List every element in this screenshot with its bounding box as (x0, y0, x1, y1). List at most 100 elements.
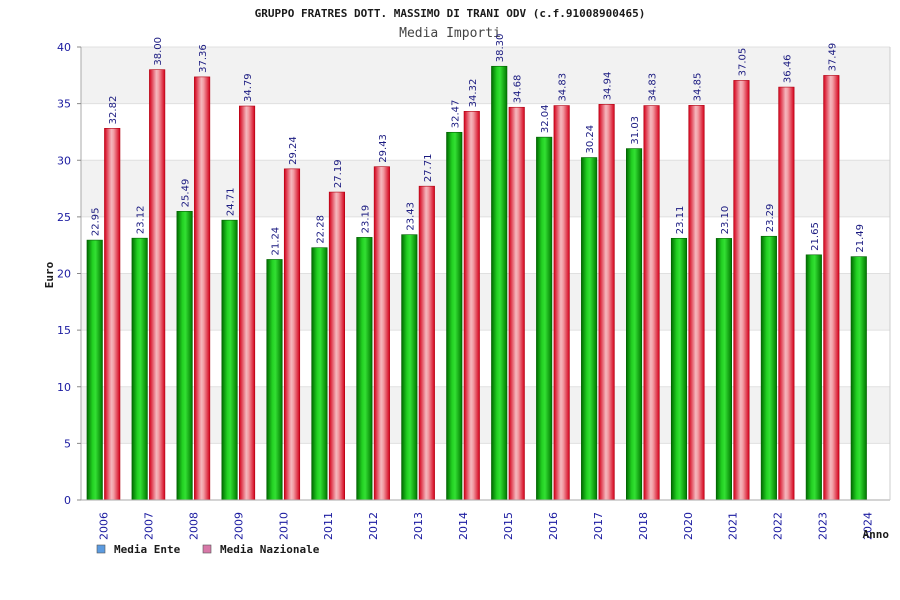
bar-media-ente (356, 237, 373, 501)
bar-media-nazionale (373, 166, 390, 501)
data-label-media-nazionale: 29.43 (378, 134, 389, 163)
y-tick-label: 20 (57, 268, 71, 281)
data-label-media-ente: 30.24 (585, 125, 596, 154)
y-tick-label: 15 (57, 324, 71, 337)
data-label-media-nazionale: 34.83 (558, 73, 569, 102)
data-label-media-ente: 23.29 (765, 204, 776, 233)
bar-media-nazionale (418, 185, 435, 501)
data-label-media-ente: 25.49 (181, 179, 192, 208)
plot-background (81, 47, 890, 500)
bar-media-ente (715, 238, 732, 501)
bar-media-nazionale (643, 105, 660, 501)
bar-media-ente (670, 237, 688, 501)
data-label-media-nazionale: 27.71 (423, 154, 434, 183)
data-label-media-ente: 38.30 (495, 34, 506, 63)
data-label-media-nazionale: 34.85 (693, 73, 704, 102)
y-tick-label: 40 (57, 41, 71, 54)
bar-media-ente (446, 131, 463, 501)
bar-media-nazionale (283, 168, 301, 501)
x-tick-label: 2015 (502, 512, 515, 540)
data-label-media-nazionale: 29.24 (288, 136, 299, 165)
plot-band (81, 386, 890, 444)
x-tick-label: 2006 (97, 512, 110, 540)
plot-band (81, 330, 890, 387)
chart-title: GRUPPO FRATRES DOTT. MASSIMO DI TRANI OD… (255, 7, 646, 20)
bar-media-ente (311, 247, 328, 501)
data-label-media-nazionale: 34.83 (648, 73, 659, 102)
x-tick-label: 2018 (637, 512, 650, 540)
data-label-media-ente: 32.47 (450, 100, 461, 129)
x-tick-label: 2013 (412, 512, 425, 540)
bar-media-ente (86, 239, 103, 501)
bar-media-ente (536, 136, 553, 501)
bar-media-nazionale (778, 86, 795, 501)
data-label-media-ente: 21.65 (810, 222, 821, 251)
y-tick-label: 10 (57, 381, 71, 394)
data-label-media-ente: 23.43 (405, 202, 416, 231)
x-tick-label: 2024 (862, 512, 875, 540)
plot-band (81, 47, 890, 104)
legend-swatch-media-ente (96, 544, 106, 554)
x-tick-label: 2016 (547, 512, 560, 540)
data-label-media-nazionale: 37.49 (827, 43, 838, 72)
bar-media-ente (221, 219, 238, 501)
bar-media-ente (401, 234, 418, 501)
bar-media-nazionale (328, 191, 345, 501)
x-tick-label: 2007 (142, 512, 155, 540)
data-labels: 22.95 32.82 23.12 38.00 25.49 37.36 24.71 34.79… (91, 34, 866, 256)
x-tick-label: 2014 (457, 512, 470, 540)
plot-band (81, 216, 890, 274)
data-label-media-ente: 21.49 (855, 224, 866, 253)
data-label-media-nazionale: 34.94 (603, 72, 614, 101)
y-axis-label: Euro (43, 261, 56, 288)
data-label-media-ente: 24.71 (226, 188, 237, 217)
x-axis-label: Anno (863, 528, 890, 541)
data-label-media-nazionale: 37.05 (737, 48, 748, 77)
data-label-media-ente: 22.95 (91, 207, 102, 236)
bar-media-ente (266, 259, 283, 501)
bar-media-nazionale (239, 105, 256, 501)
x-tick-label: 2010 (277, 512, 290, 540)
bar-media-nazionale (598, 104, 615, 501)
plot-band (81, 273, 890, 331)
legend-label-media-ente: Media Ente (114, 543, 181, 556)
bar-media-ente (850, 256, 867, 501)
legend-label-media-nazionale: Media Nazionale (220, 543, 320, 556)
x-tick-label: 2020 (682, 512, 695, 540)
data-label-media-nazionale: 34.32 (468, 79, 479, 108)
bar-media-nazionale (194, 76, 211, 501)
data-label-media-nazionale: 38.00 (153, 37, 164, 66)
data-label-media-nazionale: 37.36 (198, 44, 209, 73)
legend-swatch-media-nazionale (202, 544, 212, 554)
plot-band (81, 160, 890, 217)
y-tick-label: 25 (57, 211, 71, 224)
bar-media-ente (131, 237, 148, 501)
data-label-media-nazionale: 32.82 (108, 96, 119, 125)
bar-media-nazionale (823, 75, 840, 501)
bar-media-ente (176, 211, 193, 501)
plot-band (81, 443, 890, 500)
y-tick-label: 5 (64, 437, 71, 450)
data-label-media-ente: 23.12 (136, 206, 147, 235)
bar-media-nazionale (508, 106, 525, 501)
data-label-media-nazionale: 34.79 (243, 73, 254, 102)
bar-media-nazionale (104, 128, 121, 501)
x-tick-label: 2017 (592, 512, 605, 540)
data-label-media-ente: 22.28 (315, 215, 326, 244)
legend: Media Ente Media Nazionale (96, 543, 320, 556)
bar-media-nazionale (553, 105, 570, 501)
data-label-media-ente: 23.10 (720, 206, 731, 235)
bar-media-nazionale (688, 105, 705, 501)
x-tick-label: 2022 (772, 512, 785, 540)
y-tick-label: 30 (57, 154, 71, 167)
bar-media-ente (760, 235, 777, 501)
data-label-media-nazionale: 27.19 (333, 159, 344, 188)
data-label-media-ente: 32.04 (540, 105, 551, 134)
x-axis: 2006 2007 2008 2009 2010 2011 2012 2013 2014 2015… (81, 47, 891, 540)
x-tick-label: 2023 (817, 512, 830, 540)
data-label-media-nazionale: 34.68 (513, 75, 524, 104)
x-tick-label: 2009 (232, 512, 245, 540)
x-tick-label: 2011 (322, 512, 335, 540)
y-tick-label: 35 (57, 98, 71, 111)
data-label-media-ente: 21.24 (271, 227, 282, 256)
